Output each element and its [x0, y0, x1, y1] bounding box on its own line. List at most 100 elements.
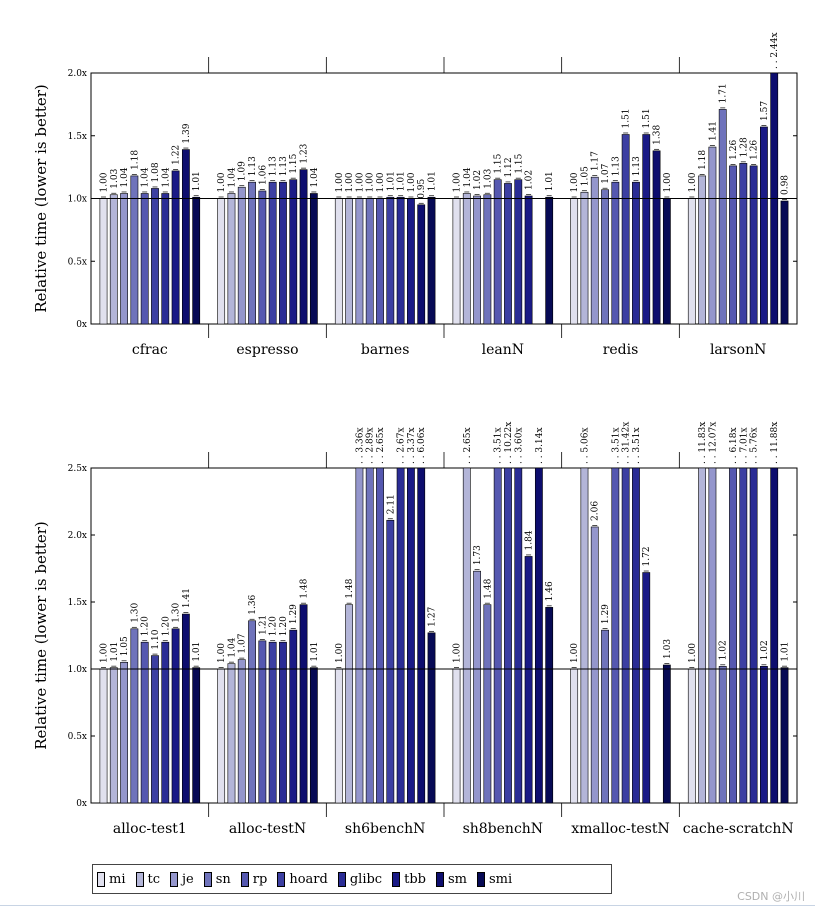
bar-rp — [140, 641, 149, 804]
bar-sn — [718, 109, 727, 325]
bar-rp — [729, 467, 737, 804]
data-label: 1.02 — [719, 640, 729, 660]
bar-rp — [376, 198, 384, 325]
data-label: . . 10.22x — [504, 422, 514, 464]
legend-label: smi — [488, 871, 513, 887]
data-label: . . 7.01x — [739, 427, 749, 464]
bar-sn — [365, 467, 374, 804]
bar-je — [355, 198, 364, 325]
bar-sm — [417, 204, 426, 325]
data-label: . . 3.37x — [407, 427, 417, 464]
x-category-label: xmalloc-testN — [571, 821, 669, 837]
bar-sn — [130, 628, 139, 804]
legend: mi tc je sn rp hoard glibc tbb sm smi — [92, 864, 612, 894]
y-tick-label: 0x — [76, 799, 87, 809]
bar-tc — [345, 198, 354, 325]
bar-glibc — [632, 467, 640, 804]
bar-rp — [493, 467, 502, 804]
data-label: 1.00 — [335, 172, 345, 192]
data-label: . . 12.07x — [708, 422, 718, 464]
bar-tc — [462, 193, 471, 325]
x-category-label: barnes — [361, 342, 410, 358]
bar-je — [708, 146, 717, 325]
data-label: 0.98 — [781, 175, 791, 195]
data-label: 1.01 — [310, 642, 320, 662]
bar-mi — [99, 668, 108, 804]
data-label: 1.04 — [463, 167, 473, 187]
data-label: 1.00 — [688, 643, 698, 663]
bar-je — [237, 186, 246, 325]
legend-item-smi: smi — [476, 871, 513, 887]
data-label: . . 2.65x — [463, 427, 473, 464]
bar-tbb — [642, 572, 651, 804]
data-label: 1.00 — [570, 172, 580, 192]
bar-hoard — [739, 467, 748, 804]
y-tick-label: 0.5x — [68, 732, 87, 742]
legend-label: hoard — [289, 871, 328, 887]
data-label: . . 2.44x — [770, 32, 780, 69]
legend-swatch — [135, 871, 144, 887]
legend-item-tc: tc — [135, 871, 160, 887]
data-label: . . 11.83x — [698, 422, 708, 464]
data-label: 1.00 — [217, 643, 227, 663]
legend-swatch — [392, 871, 401, 887]
bar-tbb — [760, 126, 768, 325]
data-label: 1.09 — [238, 161, 248, 181]
bar-glibc — [161, 193, 170, 325]
data-label: 1.01 — [110, 642, 120, 662]
data-label: 1.05 — [120, 636, 130, 656]
bar-rp — [729, 165, 737, 325]
bar-tbb — [289, 179, 298, 325]
bar-je — [473, 570, 481, 804]
bar-tbb — [642, 134, 651, 325]
x-category-label: cfrac — [132, 342, 168, 358]
bar-je — [355, 467, 364, 804]
data-label: 1.38 — [653, 124, 663, 144]
data-label: . . 2.65x — [376, 427, 386, 464]
bar-rp — [376, 467, 384, 804]
legend-label: rp — [252, 871, 268, 887]
data-label: 1.48 — [483, 578, 493, 598]
bar-smi — [427, 196, 436, 325]
data-label: 1.22 — [172, 145, 182, 165]
bar-sn — [483, 194, 492, 325]
y-tick-label: 2.0x — [68, 69, 87, 79]
bar-glibc — [632, 181, 640, 325]
y-tick-label: 2.5x — [68, 464, 87, 474]
x-category-label: espresso — [236, 342, 298, 358]
bar-mi — [687, 198, 696, 325]
bar-sm — [534, 467, 543, 804]
data-label: 1.39 — [182, 123, 192, 143]
data-label: 1.00 — [366, 172, 376, 192]
data-label: 1.13 — [269, 156, 279, 176]
legend-swatch — [277, 871, 286, 887]
bar-tc — [698, 175, 707, 325]
data-label: 1.00 — [452, 172, 462, 192]
legend-swatch — [435, 871, 444, 887]
legend-swatch — [203, 871, 212, 887]
data-label: 1.07 — [238, 633, 248, 653]
bar-je — [473, 195, 481, 325]
data-label: 1.51 — [622, 108, 632, 128]
bar-tc — [580, 467, 589, 804]
y-tick-label: 1.0x — [68, 195, 87, 205]
legend-label: sm — [447, 871, 467, 887]
bar-mi — [334, 198, 343, 325]
data-label: 1.13 — [279, 156, 289, 176]
bar-glibc — [514, 467, 523, 804]
bar-glibc — [396, 467, 405, 804]
data-label: 1.26 — [750, 140, 760, 160]
data-label: 1.36 — [248, 594, 258, 614]
bar-hoard — [504, 183, 512, 325]
y-tick-label: 1.0x — [68, 665, 87, 675]
x-category-label: redis — [603, 342, 639, 358]
bar-smi — [309, 667, 318, 804]
data-label: 1.13 — [632, 156, 642, 176]
data-label: 1.30 — [130, 602, 140, 622]
data-label: 1.30 — [172, 602, 182, 622]
legend-label: tbb — [404, 871, 426, 887]
data-label: 1.04 — [227, 167, 237, 187]
bar-tbb — [524, 556, 533, 804]
data-label: 1.15 — [514, 153, 524, 173]
data-label: 1.84 — [525, 530, 535, 550]
